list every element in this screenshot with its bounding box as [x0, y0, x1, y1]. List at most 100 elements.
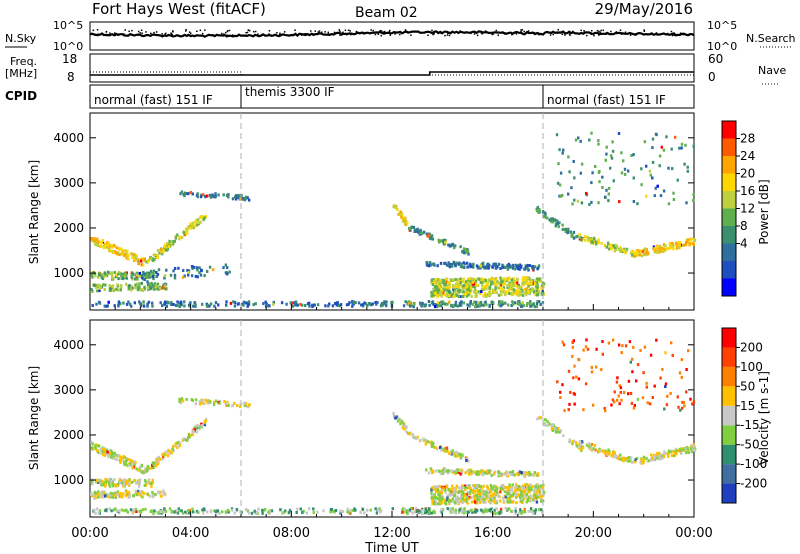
scatter-cell	[527, 490, 530, 494]
scatter-cell	[462, 261, 465, 265]
scatter-cell	[510, 304, 513, 307]
scatter-cell	[146, 304, 149, 308]
scatter-cell	[646, 250, 649, 254]
scatter-cell	[468, 484, 471, 488]
scatter-cell	[311, 305, 314, 309]
scatter-cell	[142, 274, 145, 278]
scatter-cell	[128, 492, 132, 496]
noise-dot	[474, 31, 477, 34]
scatter-cell	[646, 401, 649, 405]
scatter-cell	[422, 437, 426, 441]
scatter-cell	[179, 302, 183, 306]
scatter-cell	[575, 444, 579, 448]
scatter-cell	[469, 280, 472, 284]
noise-dot	[338, 29, 340, 31]
scatter-cell	[375, 511, 379, 515]
scatter-cell	[191, 267, 194, 270]
scatter-cell	[425, 262, 429, 266]
scatter-cell	[452, 304, 455, 308]
scatter-cell	[664, 244, 667, 248]
scatter-cell	[394, 206, 397, 210]
scatter-cell	[526, 267, 529, 271]
scatter-cell	[529, 509, 532, 513]
colorbar-swatch	[722, 444, 736, 465]
scatter-cell	[683, 447, 686, 451]
scatter-cell	[333, 510, 337, 514]
scatter-cell	[191, 225, 194, 229]
scatter-cell	[111, 484, 115, 488]
scatter-cell	[452, 494, 456, 498]
scatter-cell	[468, 264, 471, 268]
scatter-cell	[523, 486, 526, 490]
x-tick-label: 04:00	[172, 526, 209, 541]
scatter-cell	[660, 145, 663, 149]
scatter-cell	[658, 164, 661, 168]
noise-dot	[304, 33, 307, 35]
scatter-cell	[188, 304, 191, 308]
scatter-cell	[418, 509, 421, 513]
scatter-cell	[690, 450, 694, 454]
scatter-cell	[172, 303, 175, 306]
scatter-cell	[444, 488, 447, 492]
scatter-cell	[178, 237, 181, 241]
scatter-cell	[158, 457, 161, 461]
scatter-cell	[516, 293, 520, 297]
scatter-cell	[458, 290, 461, 294]
noise-sky-trace	[89, 30, 695, 38]
scatter-cell	[533, 265, 537, 269]
scatter-cell	[448, 500, 451, 504]
scatter-cell	[120, 508, 123, 512]
scatter-cell	[511, 493, 515, 497]
scatter-cell	[561, 383, 564, 387]
scatter-cell	[514, 263, 517, 267]
scatter-cell	[97, 490, 100, 494]
scatter-cell	[118, 253, 121, 257]
scatter-cell	[117, 288, 120, 292]
scatter-cell	[514, 292, 517, 296]
scatter-cell	[485, 303, 488, 307]
scatter-cell	[193, 265, 196, 269]
x-tick-label: 12:00	[373, 526, 410, 541]
scatter-cell	[620, 151, 623, 155]
scatter-cell	[405, 220, 408, 223]
scatter-cell	[433, 305, 437, 309]
scatter-cell	[511, 284, 514, 288]
scatter-cell	[224, 510, 227, 514]
scatter-cell	[354, 301, 357, 305]
scatter-cell	[469, 290, 472, 294]
scatter-cell	[463, 286, 466, 290]
scatter-cell	[415, 436, 418, 440]
scatter-cell	[617, 132, 621, 135]
scatter-cell	[198, 400, 202, 404]
scatter-cell	[471, 302, 474, 306]
scatter-cell	[227, 195, 230, 199]
scatter-cell	[664, 351, 667, 355]
scatter-cell	[173, 510, 176, 514]
colorbar-swatch	[722, 138, 736, 156]
scatter-cell	[193, 426, 196, 430]
scatter-cell	[144, 275, 148, 279]
scatter-cell	[163, 276, 166, 280]
scatter-cell	[212, 403, 216, 407]
scatter-cell	[515, 492, 518, 496]
scatter-cell	[200, 398, 203, 402]
scatter-cell	[131, 286, 134, 290]
scatter-cell	[590, 181, 593, 185]
scatter-cell	[461, 496, 464, 500]
scatter-cell	[96, 237, 99, 241]
colorbar-swatch	[722, 405, 736, 426]
scatter-cell	[194, 274, 198, 278]
freq-right-tick-bottom: 0	[708, 70, 716, 84]
scatter-cell	[433, 293, 436, 297]
scatter-cell	[449, 490, 452, 494]
scatter-cell	[94, 511, 97, 515]
scatter-cell	[520, 285, 523, 289]
noise-dot	[328, 33, 330, 35]
scatter-cell	[93, 508, 96, 512]
scatter-cell	[672, 191, 675, 195]
scatter-cell	[446, 507, 449, 511]
scatter-cell	[247, 300, 251, 304]
scatter-cell	[639, 348, 642, 352]
scatter-cell	[506, 497, 510, 501]
